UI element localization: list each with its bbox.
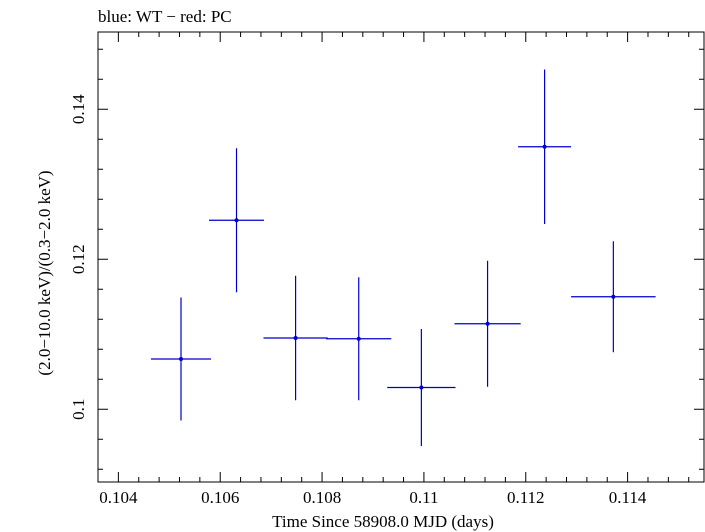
x-tick-label: 0.104 [99, 488, 138, 507]
y-axis-label: (2.0−10.0 keV)/(0.3−2.0 keV) [35, 170, 54, 375]
point-marker [234, 218, 239, 223]
data-point [518, 69, 572, 224]
x-tick-label: 0.112 [507, 488, 545, 507]
data-point [150, 297, 212, 421]
y-tick-label: 0.12 [69, 244, 88, 274]
x-tick-label: 0.114 [609, 488, 647, 507]
point-marker [419, 385, 424, 390]
y-tick-label: 0.14 [69, 94, 88, 124]
point-marker [293, 336, 298, 340]
point-marker [542, 144, 547, 149]
chart-title: blue: WT − red: PC [98, 7, 232, 26]
x-tick-label: 0.108 [303, 488, 341, 507]
data-point [454, 260, 521, 387]
point-marker [356, 336, 361, 341]
data-point [209, 148, 265, 293]
axis-ticks: 0.104 0.106 0.108 0.11 0.112 0.114 0.1 0.12 0.14 [69, 32, 704, 507]
x-axis-label: Time Since 58908.0 MJD (days) [272, 512, 494, 531]
point-marker [179, 357, 184, 361]
data-point [387, 329, 456, 446]
data-point [571, 241, 656, 353]
point-marker [485, 321, 490, 326]
data-points [150, 69, 656, 446]
x-tick-label: 0.11 [409, 488, 438, 507]
data-point [326, 277, 392, 401]
y-tick-label: 0.1 [69, 399, 88, 420]
point-marker [611, 294, 616, 299]
x-tick-label: 0.106 [201, 488, 239, 507]
data-point [263, 275, 328, 401]
plot-frame [97, 31, 705, 483]
